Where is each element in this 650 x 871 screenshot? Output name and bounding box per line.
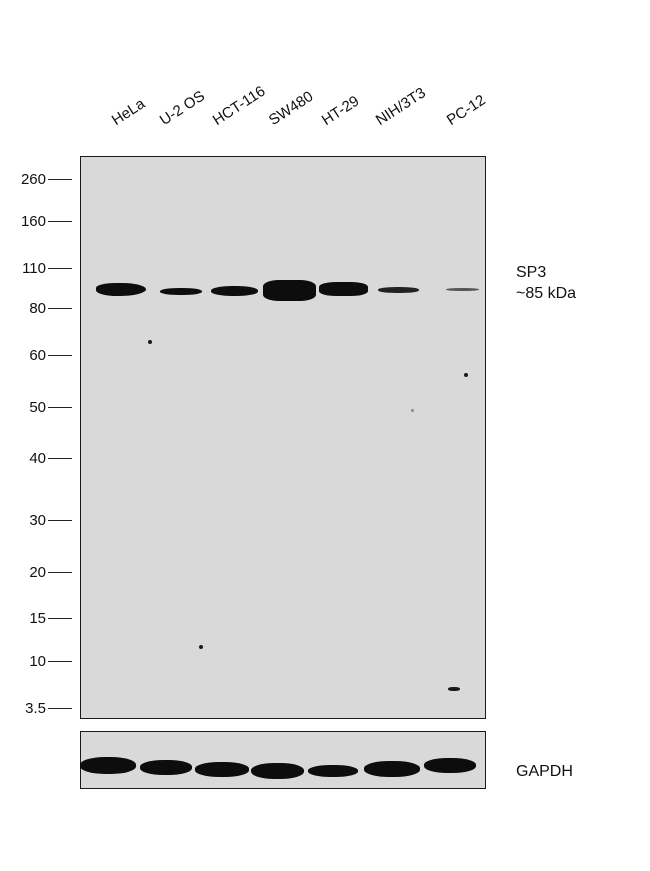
lane-label-hct116: HCT-116 [209, 82, 269, 129]
mw-tick-15 [48, 618, 72, 619]
loading-control-label: GAPDH [516, 763, 573, 780]
mw-label-110: 110 [22, 260, 46, 277]
blot-speck [148, 340, 152, 344]
band-sp3-ht29 [319, 282, 368, 296]
band-gapdh-u2os [140, 760, 192, 775]
mw-label-60: 60 [29, 347, 46, 364]
mw-tick-10 [48, 661, 72, 662]
band-gapdh-pc12 [424, 758, 476, 773]
lane-label-pc12: PC-12 [443, 91, 489, 129]
gapdh-blot [80, 731, 486, 789]
blot-speck [464, 373, 468, 377]
mw-tick-3-5 [48, 708, 72, 709]
mw-tick-60 [48, 355, 72, 356]
mw-tick-20 [48, 572, 72, 573]
mw-tick-160 [48, 221, 72, 222]
mw-tick-40 [48, 458, 72, 459]
band-sp3-hct116 [211, 286, 258, 296]
band-gapdh-hela [80, 757, 136, 774]
lane-label-hela: HeLa [108, 95, 149, 129]
mw-label-40: 40 [29, 450, 46, 467]
mw-label-3-5: 3.5 [25, 700, 46, 717]
target-size-label: ~85 kDa [516, 285, 577, 302]
main-blot [80, 156, 486, 719]
band-sp3-nih3t3 [378, 287, 419, 293]
band-sp3-hela [96, 283, 146, 296]
mw-tick-80 [48, 308, 72, 309]
blot-speck [411, 409, 414, 412]
mw-label-30: 30 [29, 512, 46, 529]
band-gapdh-nih3t3 [364, 761, 420, 777]
band-gapdh-hct116 [195, 762, 249, 777]
mw-tick-260 [48, 179, 72, 180]
mw-label-10: 10 [29, 653, 46, 670]
lane-label-u2os: U-2 OS [156, 87, 208, 129]
mw-label-260: 260 [20, 171, 46, 188]
band-gapdh-ht29 [308, 765, 358, 777]
mw-tick-110 [48, 268, 72, 269]
mw-label-160: 160 [20, 213, 46, 230]
mw-tick-30 [48, 520, 72, 521]
mw-tick-50 [48, 407, 72, 408]
band-sp3-pc12 [446, 288, 479, 291]
band-sp3-u2os [160, 288, 202, 295]
lane-label-ht29: HT-29 [318, 92, 363, 129]
target-protein-label: SP3 [516, 264, 547, 281]
band-sp3-sw480 [263, 280, 316, 301]
mw-label-15: 15 [29, 610, 46, 627]
mw-label-20: 20 [29, 564, 46, 581]
band-gapdh-sw480 [251, 763, 304, 779]
blot-speck [199, 645, 203, 649]
blot-artifact [448, 687, 460, 691]
lane-label-sw480: SW480 [265, 87, 317, 129]
mw-label-50: 50 [29, 399, 46, 416]
lane-label-nih3t3: NIH/3T3 [372, 84, 429, 129]
mw-label-80: 80 [29, 300, 46, 317]
